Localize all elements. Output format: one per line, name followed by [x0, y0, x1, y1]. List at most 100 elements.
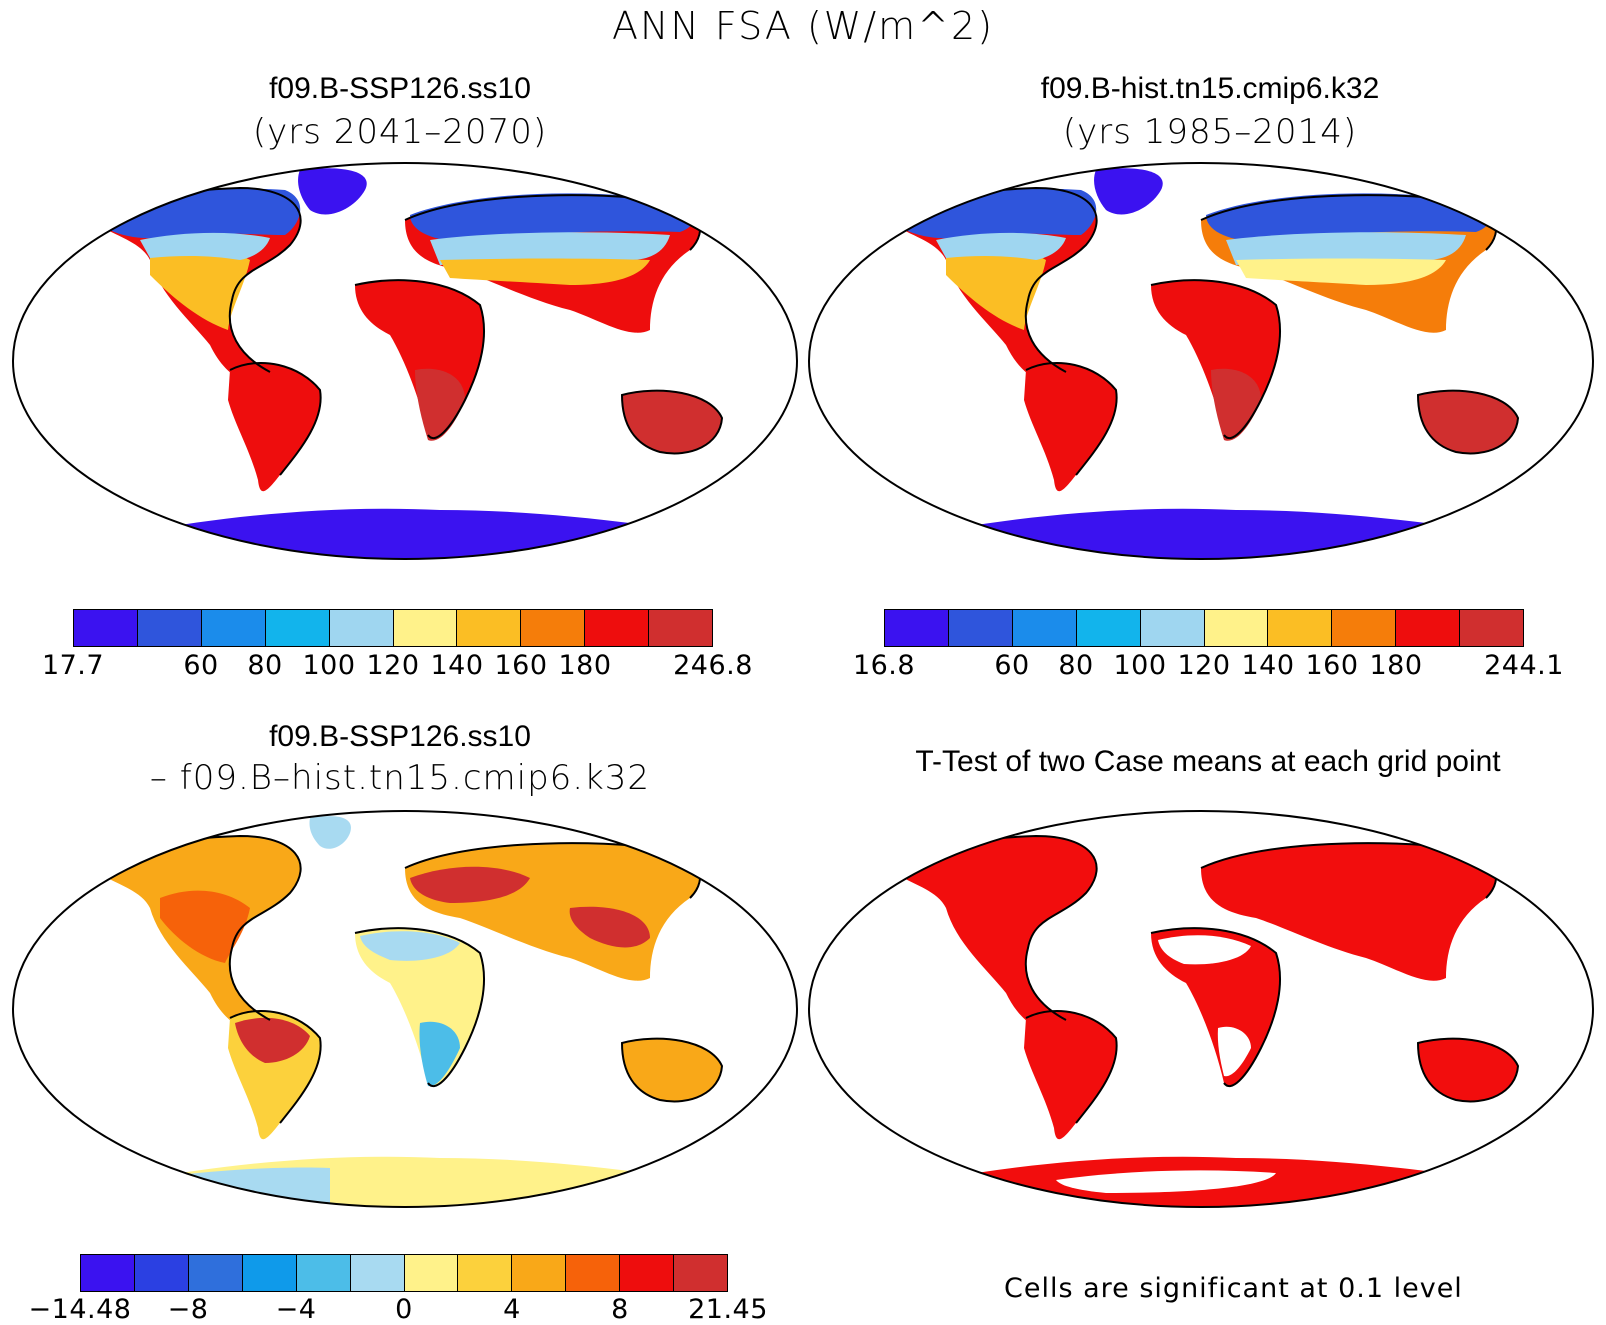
insignificant-antarctica — [1056, 1170, 1276, 1193]
land-greenland — [298, 168, 367, 215]
land-antarctica-west — [140, 1167, 330, 1207]
colorbar-swatch — [329, 610, 394, 646]
colorbar-1-tick-label: 80 — [247, 650, 283, 681]
land-north-america-mid — [946, 244, 1046, 330]
land-south-america — [1024, 1010, 1117, 1140]
land-north-america-mid — [150, 244, 250, 330]
land-eurasia-band — [1226, 232, 1466, 265]
map-panel-1 — [12, 162, 798, 560]
colorbar-1-tick-label: 180 — [558, 650, 612, 681]
colorbar-3-tick-label: 8 — [611, 1294, 629, 1325]
colorbar-2-tick-label: 244.1 — [1484, 650, 1564, 681]
panel-subtitle-2: (yrs 1985–2014) — [1062, 112, 1358, 152]
colorbar-1-tick-label: 120 — [366, 650, 420, 681]
colorbar-swatch — [81, 1255, 135, 1291]
colorbar-swatch — [585, 610, 650, 646]
land-eurasia-north — [410, 193, 694, 242]
map-panel-4 — [808, 810, 1594, 1208]
colorbar-2-tick-label: 120 — [1177, 650, 1231, 681]
colorbar-swatch — [521, 610, 586, 646]
panel-subtitle-1: (yrs 2041–2070) — [252, 112, 548, 152]
colorbar-swatch — [296, 1255, 351, 1291]
colorbar-swatch — [458, 1255, 513, 1291]
insignificant-sahara — [1158, 935, 1251, 965]
colorbar-2-tick-label: 100 — [1113, 650, 1167, 681]
colorbar-swatch — [1076, 610, 1141, 646]
colorbar-swatch — [1460, 610, 1524, 646]
colorbar-2-tick-label: 140 — [1241, 650, 1295, 681]
colorbar-1-tick-label: 140 — [430, 650, 484, 681]
colorbar-2-tick-label: 16.8 — [852, 650, 916, 681]
colorbar-3-tick-label: −14.48 — [28, 1294, 132, 1325]
colorbar-1-tick-label: 246.8 — [673, 650, 753, 681]
land-greenland — [1094, 168, 1163, 215]
colorbar-panel-1 — [73, 609, 713, 647]
land-canada — [95, 188, 301, 239]
colorbar-swatch — [201, 610, 266, 646]
colorbar-swatch — [74, 610, 138, 646]
colorbar-swatch — [1332, 610, 1397, 646]
colorbar-swatch — [512, 1255, 567, 1291]
land-greenland — [309, 816, 351, 849]
colorbar-1-tick-label: 60 — [183, 650, 219, 681]
colorbar-swatch — [1012, 610, 1077, 646]
colorbar-swatch — [620, 1255, 675, 1291]
panel-title-1: f09.B-SSP126.ss10 — [269, 72, 531, 105]
land-south-america-amazon — [235, 1017, 310, 1063]
land-eurasia-north — [1206, 193, 1490, 242]
colorbar-1-tick-label: 17.7 — [41, 650, 105, 681]
land-australia — [1418, 390, 1518, 454]
land-eurasia-band — [430, 232, 670, 265]
land-australia — [622, 1038, 722, 1102]
land-north-america-mid — [160, 890, 250, 963]
colorbar-swatch — [134, 1255, 189, 1291]
colorbar-swatch — [242, 1255, 297, 1291]
land-south-america — [228, 362, 321, 492]
colorbar-swatch — [674, 1255, 728, 1291]
colorbar-2-tick-label: 60 — [994, 650, 1030, 681]
colorbar-panel-2 — [884, 609, 1524, 647]
colorbar-2-tick-label: 160 — [1305, 650, 1359, 681]
colorbar-swatch — [457, 610, 522, 646]
land-sahara — [360, 931, 460, 961]
colorbar-swatch — [1140, 610, 1205, 646]
figure-title: ANN FSA (W/m^2) — [611, 4, 995, 48]
land-africa-south — [419, 1021, 460, 1087]
colorbar-3-tick-label: −4 — [275, 1294, 317, 1325]
colorbar-swatch — [1396, 610, 1461, 646]
colorbar-swatch — [350, 1255, 405, 1291]
land-europe-hot — [410, 866, 530, 903]
colorbar-swatch — [188, 1255, 243, 1291]
colorbar-3-tick-label: 4 — [503, 1294, 521, 1325]
land-south-america — [1024, 362, 1117, 492]
colorbar-swatch — [404, 1255, 459, 1291]
colorbar-1-tick-label: 160 — [494, 650, 548, 681]
panel-title-4: T-Test of two Case means at each grid po… — [915, 745, 1501, 778]
colorbar-swatch — [885, 610, 949, 646]
land-eurasia — [1201, 843, 1496, 981]
colorbar-3-tick-label: 21.45 — [688, 1294, 768, 1325]
map-panel-3 — [12, 810, 798, 1208]
colorbar-swatch — [566, 1255, 621, 1291]
land-canada-band — [936, 232, 1066, 260]
colorbar-3-tick-label: −8 — [167, 1294, 209, 1325]
land-australia — [1418, 1038, 1518, 1102]
colorbar-swatch — [1268, 610, 1333, 646]
land-australia — [622, 390, 722, 454]
land-north-america — [891, 836, 1097, 1033]
colorbar-2-tick-label: 180 — [1369, 650, 1423, 681]
land-asia-hot — [569, 906, 650, 948]
panel-title-2: f09.B-hist.tn15.cmip6.k32 — [1040, 72, 1380, 105]
colorbar-swatch — [1204, 610, 1269, 646]
land-eurasia-mid — [440, 258, 650, 285]
colorbar-3-tick-label: 0 — [395, 1294, 413, 1325]
colorbar-swatch — [649, 610, 713, 646]
land-canada — [891, 188, 1097, 239]
colorbar-swatch — [948, 610, 1013, 646]
panel-subtitle-3: – f09.B–hist.tn15.cmip6.k32 — [149, 758, 651, 798]
colorbar-swatch — [137, 610, 202, 646]
colorbar-swatch — [393, 610, 458, 646]
significance-note: Cells are significant at 0.1 level — [1004, 1273, 1463, 1304]
colorbar-2-tick-label: 80 — [1058, 650, 1094, 681]
colorbar-panel-3 — [80, 1254, 728, 1292]
